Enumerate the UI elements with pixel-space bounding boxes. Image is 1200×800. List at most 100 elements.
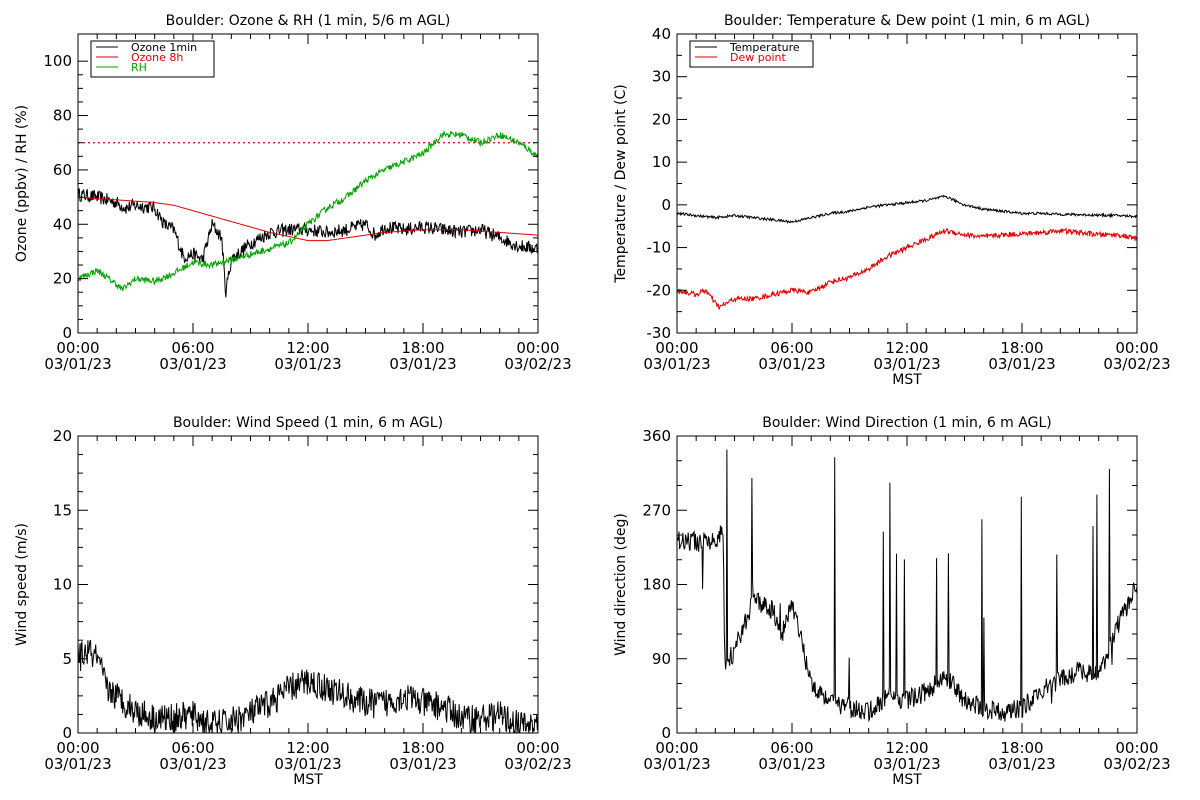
legend-box bbox=[689, 40, 814, 68]
x-tick-label-date: 03/01/23 bbox=[643, 755, 710, 773]
plot-area bbox=[78, 130, 538, 298]
plot-frame bbox=[77, 33, 539, 334]
y-tick-label: 60 bbox=[53, 161, 72, 179]
y-axis-label: Wind direction (deg) bbox=[613, 513, 629, 656]
y-tick-label: 270 bbox=[642, 501, 671, 519]
x-tick-label-date: 03/01/23 bbox=[274, 355, 341, 373]
y-tick-label: 20 bbox=[53, 427, 72, 445]
plot-area bbox=[78, 639, 538, 733]
y-tick-label: -30 bbox=[647, 324, 672, 342]
x-tick-label-date: 03/01/23 bbox=[988, 755, 1055, 773]
x-tick-label-time: 18:00 bbox=[1000, 739, 1043, 757]
x-axis-label: MST bbox=[293, 772, 323, 788]
x-tick-label-time: 00:00 bbox=[1115, 739, 1158, 757]
x-tick-label-date: 03/01/23 bbox=[44, 355, 111, 373]
legend-label: Ozone 1min bbox=[131, 41, 197, 54]
series-line-ozone-1min bbox=[78, 188, 538, 298]
y-tick-label: 0 bbox=[661, 196, 671, 214]
x-tick-label-date: 03/01/23 bbox=[389, 355, 456, 373]
y-tick-label: 20 bbox=[652, 110, 671, 128]
legend-label: Ozone 8h bbox=[131, 51, 183, 64]
y-tick-label: 180 bbox=[642, 576, 671, 594]
y-tick-label: 15 bbox=[53, 501, 72, 519]
x-axis-label: MST bbox=[892, 372, 922, 388]
series-line-rh bbox=[78, 130, 538, 292]
chart-wspd: Boulder: Wind Speed (1 min, 6 m AGL) 0 5 10… bbox=[14, 415, 572, 788]
x-tick-label-date: 03/01/23 bbox=[159, 755, 226, 773]
x-tick-label-time: 18:00 bbox=[401, 739, 444, 757]
x-tick-label-date: 03/02/23 bbox=[504, 355, 571, 373]
x-tick-label-date: 03/02/23 bbox=[1103, 355, 1170, 373]
x-tick-label-time: 00:00 bbox=[516, 739, 559, 757]
x-tick-label-time: 00:00 bbox=[56, 339, 99, 357]
x-tick-label-time: 00:00 bbox=[1115, 339, 1158, 357]
y-tick-label: 0 bbox=[62, 724, 72, 742]
x-tick-label-time: 00:00 bbox=[56, 739, 99, 757]
legend-label: RH bbox=[131, 61, 147, 74]
y-axis-label: Temperature / Dew point (C) bbox=[613, 84, 629, 283]
y-axis-label: Wind speed (m/s) bbox=[14, 523, 30, 646]
x-tick-label-time: 18:00 bbox=[1000, 339, 1043, 357]
x-tick-label-time: 12:00 bbox=[286, 739, 329, 757]
y-tick-label: -20 bbox=[647, 281, 672, 299]
x-tick-label-time: 12:00 bbox=[885, 339, 928, 357]
series-line-ozone-8h bbox=[78, 196, 538, 242]
y-tick-label: 5 bbox=[62, 650, 72, 668]
y-tick-label: 10 bbox=[53, 576, 72, 594]
x-tick-label-date: 03/01/23 bbox=[988, 355, 1055, 373]
y-tick-label: 40 bbox=[652, 25, 671, 43]
plot-frame bbox=[77, 435, 539, 734]
x-tick-label-time: 00:00 bbox=[516, 339, 559, 357]
x-tick-label-time: 06:00 bbox=[770, 339, 813, 357]
y-tick-label: -10 bbox=[647, 239, 672, 257]
y-tick-label: 10 bbox=[652, 153, 671, 171]
x-tick-label-time: 00:00 bbox=[655, 739, 698, 757]
x-tick-label-date: 03/01/23 bbox=[643, 355, 710, 373]
y-axis-label: Ozone (ppbv) / RH (%) bbox=[14, 105, 30, 262]
y-tick-label: 20 bbox=[53, 270, 72, 288]
x-tick-label-date: 03/02/23 bbox=[1103, 755, 1170, 773]
x-tick-label-time: 00:00 bbox=[655, 339, 698, 357]
x-tick-label-time: 06:00 bbox=[770, 739, 813, 757]
x-axis-label: MST bbox=[892, 772, 922, 788]
legend-label: Dew point bbox=[730, 51, 786, 64]
x-tick-label-time: 12:00 bbox=[286, 339, 329, 357]
chart-title: Boulder: Ozone & RH (1 min, 5/6 m AGL) bbox=[166, 13, 451, 29]
x-tick-label-date: 03/02/23 bbox=[504, 755, 571, 773]
y-tick-label: 0 bbox=[661, 724, 671, 742]
plot-frame bbox=[676, 33, 1138, 334]
plot-area bbox=[677, 194, 1137, 310]
series-line-wspd bbox=[78, 639, 538, 733]
x-tick-label-date: 03/01/23 bbox=[873, 355, 940, 373]
x-tick-label-date: 03/01/23 bbox=[758, 355, 825, 373]
y-tick-label: 30 bbox=[652, 68, 671, 86]
y-tick-label: 360 bbox=[642, 427, 671, 445]
x-tick-label-date: 03/01/23 bbox=[159, 355, 226, 373]
x-tick-label-date: 03/01/23 bbox=[389, 755, 456, 773]
plot-area bbox=[677, 449, 1137, 723]
series-line-dew-point bbox=[677, 227, 1137, 310]
x-tick-label-date: 03/01/23 bbox=[758, 755, 825, 773]
y-tick-label: 90 bbox=[652, 650, 671, 668]
chart-wdir: Boulder: Wind Direction (1 min, 6 m AGL)… bbox=[613, 415, 1171, 788]
y-tick-label: 100 bbox=[43, 52, 72, 70]
chart-title: Boulder: Temperature & Dew point (1 min,… bbox=[724, 13, 1090, 29]
chart-title: Boulder: Wind Speed (1 min, 6 m AGL) bbox=[173, 415, 443, 431]
x-tick-label-time: 06:00 bbox=[171, 739, 214, 757]
y-tick-label: 40 bbox=[53, 215, 72, 233]
series-line-wdir bbox=[677, 449, 1137, 723]
x-tick-label-time: 12:00 bbox=[885, 739, 928, 757]
y-tick-label: 0 bbox=[62, 324, 72, 342]
series-line-temperature bbox=[677, 194, 1137, 224]
x-tick-label-date: 03/01/23 bbox=[44, 755, 111, 773]
x-tick-label-time: 18:00 bbox=[401, 339, 444, 357]
legend-label: Temperature bbox=[729, 41, 800, 54]
plot-frame bbox=[676, 435, 1138, 734]
chart-temp: Boulder: Temperature & Dew point (1 min,… bbox=[613, 13, 1171, 388]
chart-ozone: Boulder: Ozone & RH (1 min, 5/6 m AGL) 0 2… bbox=[14, 13, 572, 373]
chart-title: Boulder: Wind Direction (1 min, 6 m AGL) bbox=[762, 415, 1051, 431]
y-tick-label: 80 bbox=[53, 107, 72, 125]
